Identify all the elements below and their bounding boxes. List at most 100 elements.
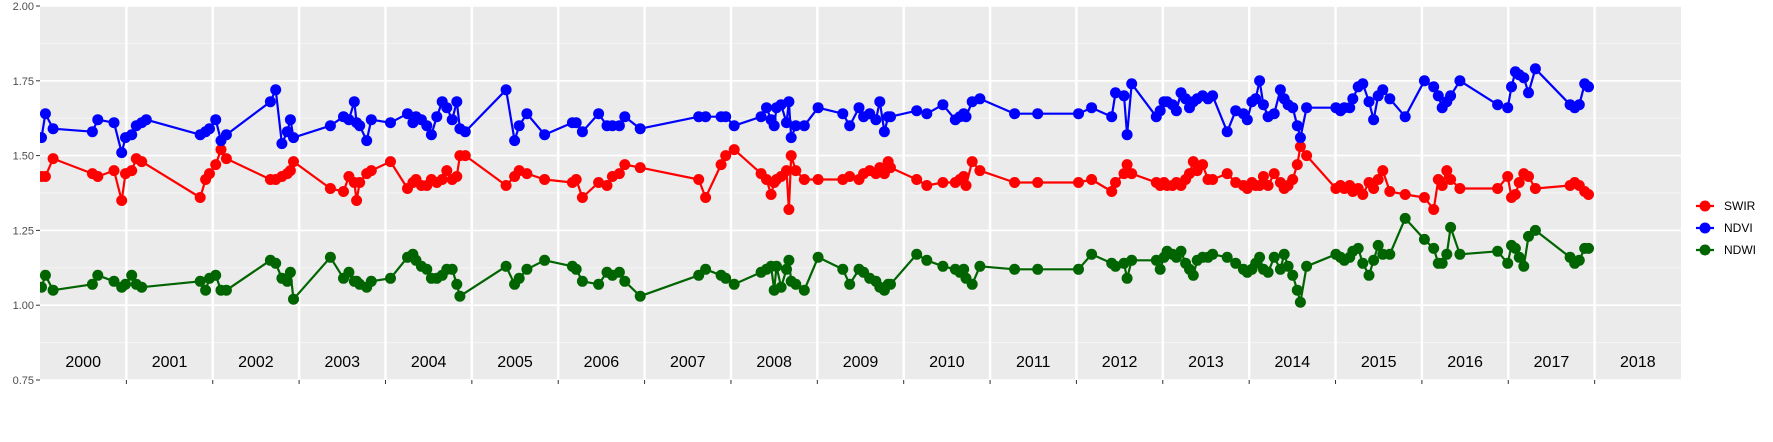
data-point — [220, 153, 232, 165]
data-point — [1529, 224, 1541, 236]
data-point — [937, 260, 949, 272]
data-point — [700, 192, 712, 203]
data-point — [870, 114, 882, 126]
data-point — [521, 168, 533, 180]
data-point — [1282, 260, 1294, 272]
legend-label: NDWI — [1724, 243, 1756, 257]
data-point — [194, 192, 206, 203]
data-point — [1357, 189, 1369, 200]
data-point — [960, 180, 972, 191]
data-point — [1291, 120, 1303, 132]
legend-item-ndwi: NDWI — [1696, 243, 1756, 257]
data-point — [270, 84, 282, 96]
data-point — [1357, 257, 1369, 269]
data-point — [634, 290, 646, 302]
data-point — [728, 120, 740, 132]
data-point — [1513, 251, 1525, 263]
data-point — [1009, 177, 1021, 188]
data-point — [1454, 75, 1466, 87]
data-point — [1529, 63, 1541, 75]
data-point — [700, 263, 712, 275]
grid-major — [40, 5, 1681, 381]
data-point — [1121, 129, 1133, 141]
year-label: 2005 — [497, 354, 533, 371]
data-point — [1250, 93, 1262, 105]
year-label: 2012 — [1102, 354, 1138, 371]
data-point — [1368, 114, 1380, 126]
data-point — [960, 111, 972, 123]
data-point — [324, 251, 336, 263]
data-point — [844, 120, 856, 132]
data-point — [343, 266, 355, 278]
data-point — [539, 129, 551, 141]
data-point — [1523, 171, 1534, 182]
data-point — [220, 129, 232, 141]
data-point — [361, 135, 373, 147]
year-label: 2013 — [1188, 354, 1224, 371]
data-point — [1344, 102, 1356, 114]
data-point — [755, 111, 767, 123]
data-point — [844, 278, 856, 290]
year-label: 2009 — [843, 354, 879, 371]
legend-item-ndvi: NDVI — [1696, 221, 1753, 235]
data-point — [911, 174, 923, 185]
data-point — [1399, 212, 1411, 224]
data-point — [593, 108, 605, 120]
data-point — [1207, 248, 1219, 260]
data-point — [1573, 99, 1585, 111]
legend-item-swir: SWIR — [1696, 199, 1756, 213]
data-point — [1445, 221, 1457, 233]
data-point — [1352, 242, 1364, 254]
data-point — [1262, 266, 1274, 278]
data-point — [204, 168, 215, 180]
data-point — [1175, 245, 1187, 257]
data-point — [1441, 248, 1453, 260]
data-point — [1032, 177, 1044, 188]
data-point — [40, 132, 47, 144]
data-point — [974, 165, 986, 177]
data-point — [1170, 105, 1182, 117]
data-point — [441, 165, 453, 177]
data-point — [1126, 168, 1138, 180]
data-point — [1441, 165, 1453, 177]
data-point — [885, 278, 896, 290]
data-point — [1241, 114, 1253, 126]
data-point — [1363, 96, 1375, 108]
data-point — [1257, 171, 1269, 182]
data-point — [284, 114, 296, 126]
year-label: 2018 — [1620, 354, 1656, 371]
data-point — [1301, 102, 1313, 114]
data-point — [958, 263, 970, 275]
data-point — [454, 290, 466, 302]
y-tick-label: 2.00 — [13, 1, 34, 13]
year-label: 2017 — [1534, 354, 1570, 371]
data-point — [1301, 150, 1313, 162]
data-point — [270, 257, 282, 269]
data-point — [1506, 81, 1517, 93]
data-point — [812, 251, 824, 263]
data-point — [521, 108, 533, 120]
data-point — [1432, 90, 1444, 102]
data-point — [781, 117, 792, 129]
data-point — [728, 278, 740, 290]
legend-key-dot — [1699, 200, 1711, 212]
data-point — [576, 126, 588, 138]
data-point — [385, 272, 396, 284]
x-axis — [125, 380, 1596, 384]
data-point — [348, 96, 360, 108]
data-point — [619, 159, 631, 171]
data-point — [593, 177, 605, 188]
data-point — [921, 108, 933, 120]
data-point — [1583, 242, 1594, 254]
data-point — [790, 120, 802, 132]
data-point — [1291, 159, 1303, 171]
data-point — [116, 195, 128, 206]
data-point — [441, 102, 453, 114]
data-point — [539, 174, 551, 185]
data-point — [194, 275, 206, 287]
data-point — [613, 168, 625, 180]
data-point — [284, 266, 296, 278]
data-point — [459, 126, 471, 138]
data-point — [539, 254, 551, 266]
data-point — [1377, 84, 1389, 96]
